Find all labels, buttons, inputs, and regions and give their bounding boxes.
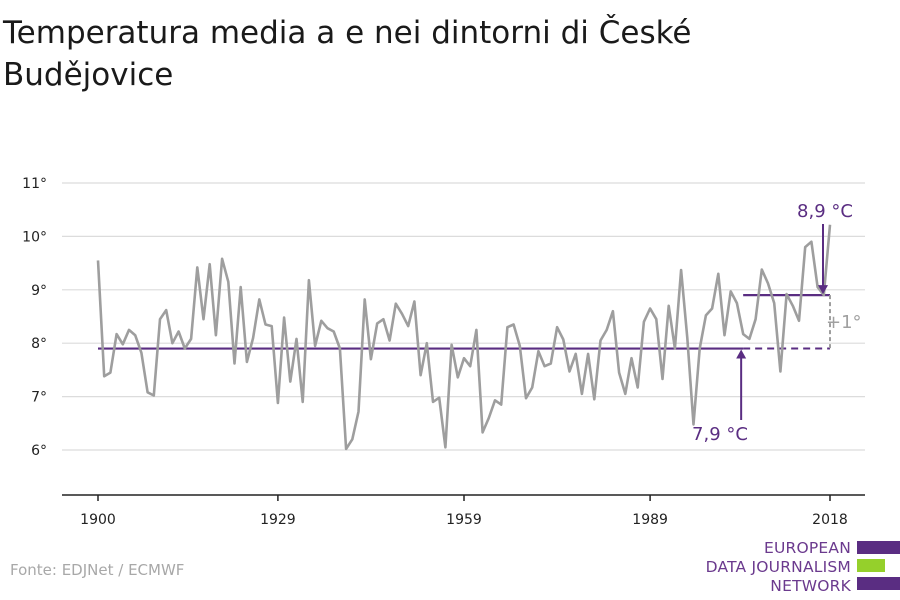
x-tick-label: 1959 <box>446 512 482 528</box>
y-axis-ticks: 6° 7° 8° 9° 10° 11° <box>22 176 47 459</box>
y-tick-label: 9° <box>31 283 47 299</box>
x-tick-label: 2018 <box>812 512 848 528</box>
temperature-series-line <box>96 224 832 451</box>
x-tick-label: 1929 <box>260 512 296 528</box>
y-tick-label: 11° <box>22 176 47 192</box>
y-tick-label: 10° <box>22 229 47 245</box>
x-tick-label: 1900 <box>80 512 116 528</box>
grid-lines <box>62 182 865 451</box>
series-layer <box>96 224 832 451</box>
logo-line-1: EUROPEAN <box>763 539 851 557</box>
y-tick-label: 7° <box>31 390 47 406</box>
baseline-arrow-head <box>736 349 747 359</box>
x-tick-label: 1989 <box>632 512 668 528</box>
logo-bar-green <box>857 559 885 572</box>
logo-bar-purple-2 <box>857 577 900 590</box>
source-note: Fonte: EDJNet / ECMWF <box>10 561 185 579</box>
recent-arrow-head <box>818 285 828 295</box>
baseline-value-label: 7,9 °C <box>692 424 748 445</box>
recent-value-label: 8,9 °C <box>797 201 853 222</box>
logo-bar-purple-1 <box>857 541 900 554</box>
y-tick-label: 6° <box>31 443 47 459</box>
difference-label: +1° <box>826 312 862 333</box>
edjnet-logo[interactable]: EUROPEAN DATA JOURNALISM NETWORK <box>700 537 900 597</box>
annotations: 8,9 °C 7,9 °C +1° <box>692 201 862 445</box>
logo-line-3: NETWORK <box>770 577 851 595</box>
y-tick-label: 8° <box>31 336 47 352</box>
logo-line-2: DATA JOURNALISM <box>705 558 851 576</box>
x-axis: 1900 1929 1959 1989 2018 <box>62 494 865 528</box>
chart-title: Temperatura media a e nei dintorni di Če… <box>3 15 692 93</box>
